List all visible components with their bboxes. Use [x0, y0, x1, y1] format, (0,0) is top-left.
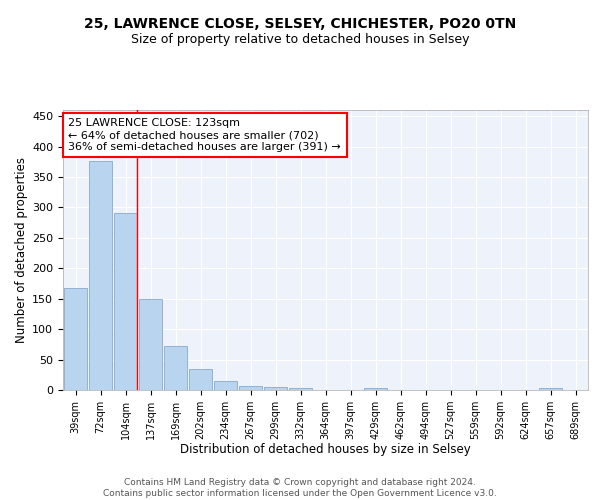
Bar — [189, 370, 212, 390]
Bar — [164, 346, 187, 390]
Bar — [289, 388, 312, 390]
Bar — [139, 300, 162, 390]
Bar — [64, 288, 87, 390]
Text: 25 LAWRENCE CLOSE: 123sqm
← 64% of detached houses are smaller (702)
36% of semi: 25 LAWRENCE CLOSE: 123sqm ← 64% of detac… — [68, 118, 341, 152]
Y-axis label: Number of detached properties: Number of detached properties — [15, 157, 28, 343]
Text: Contains HM Land Registry data © Crown copyright and database right 2024.
Contai: Contains HM Land Registry data © Crown c… — [103, 478, 497, 498]
Bar — [539, 388, 562, 390]
Bar — [214, 381, 237, 390]
Bar — [239, 386, 262, 390]
Bar — [114, 213, 137, 390]
Text: 25, LAWRENCE CLOSE, SELSEY, CHICHESTER, PO20 0TN: 25, LAWRENCE CLOSE, SELSEY, CHICHESTER, … — [84, 18, 516, 32]
Bar — [364, 388, 387, 390]
X-axis label: Distribution of detached houses by size in Selsey: Distribution of detached houses by size … — [180, 444, 471, 456]
Text: Size of property relative to detached houses in Selsey: Size of property relative to detached ho… — [131, 32, 469, 46]
Bar — [264, 387, 287, 390]
Bar — [89, 161, 112, 390]
